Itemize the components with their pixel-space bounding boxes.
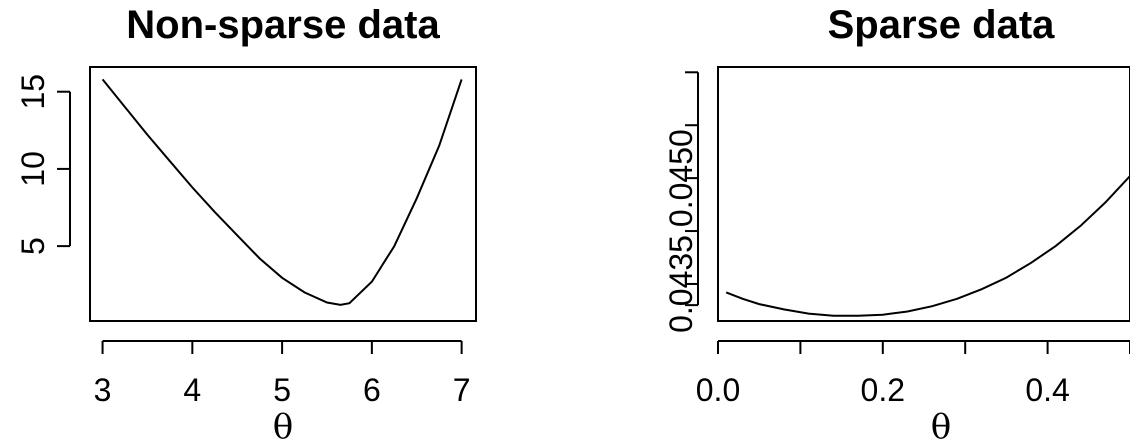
chart-1-y-tick-label: 5 xyxy=(15,237,51,255)
chart-2-x-tick-label: 0.2 xyxy=(861,372,905,408)
chart-1-title: Non-sparse data xyxy=(126,3,440,47)
chart-2-y-tick-label: 0.0435 xyxy=(663,235,699,333)
chart-1-x-tick-label: 5 xyxy=(273,372,291,408)
chart-2-y-tick-label: 0.0450 xyxy=(663,129,699,227)
chart-1-plot-frame xyxy=(89,66,477,322)
chart-2-title: Sparse data xyxy=(828,3,1056,47)
chart-1-x-axis-label: θ xyxy=(273,407,293,442)
chart-1-x-tick-label: 3 xyxy=(94,372,112,408)
chart-1-y-tick-label: 10 xyxy=(15,151,51,187)
chart-1-x-tick-label: 6 xyxy=(363,372,381,408)
chart-1-x-tick-label: 7 xyxy=(453,372,471,408)
chart-1-series-line xyxy=(101,78,463,306)
chart-2-x-tick-label: 0.0 xyxy=(696,372,740,408)
chart-1-x-tick-label: 4 xyxy=(183,372,201,408)
chart-1-y-tick-label: 15 xyxy=(15,74,51,110)
chart-2-plot-frame xyxy=(717,66,1130,322)
chart-2-series-line xyxy=(725,175,1130,317)
chart-2-x-tick-label: 0.4 xyxy=(1025,372,1069,408)
chart-2-x-axis-label: θ xyxy=(931,407,951,442)
